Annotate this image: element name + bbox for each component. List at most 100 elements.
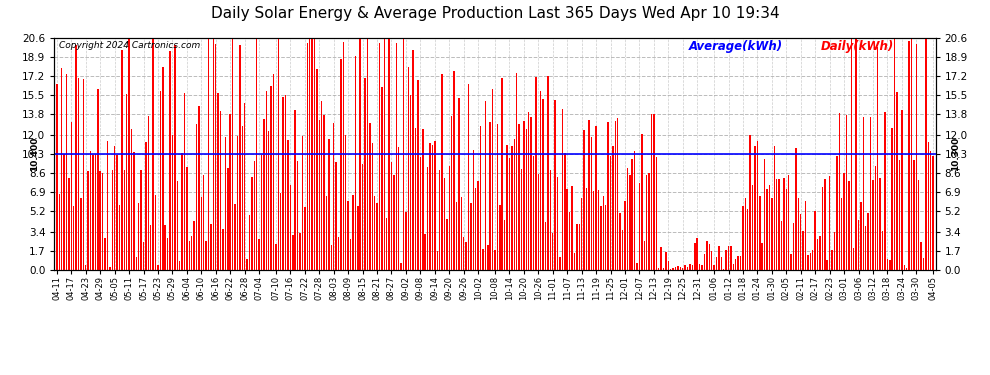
Bar (188, 241, 190, 270)
Bar (90, 152, 91, 270)
Bar (744, 198, 746, 270)
Bar (872, 180, 874, 270)
Bar (536, 77, 537, 270)
Bar (437, 251, 438, 270)
Bar (302, 136, 303, 270)
Bar (677, 266, 679, 270)
Bar (658, 268, 659, 270)
Bar (369, 123, 370, 270)
Bar (502, 78, 503, 270)
Bar (482, 249, 484, 270)
Bar (376, 202, 378, 270)
Bar (70, 122, 72, 270)
Bar (129, 38, 130, 270)
Bar (138, 202, 140, 270)
Bar (193, 221, 195, 270)
Bar (516, 74, 518, 270)
Bar (379, 43, 380, 270)
Bar (672, 268, 674, 270)
Bar (265, 91, 267, 270)
Bar (543, 99, 544, 270)
Bar (396, 43, 397, 270)
Bar (701, 266, 703, 270)
Bar (882, 231, 883, 270)
Bar (210, 224, 212, 270)
Bar (709, 244, 710, 270)
Bar (884, 112, 886, 270)
Bar (157, 264, 158, 270)
Bar (383, 38, 385, 270)
Bar (603, 195, 604, 270)
Bar (788, 175, 789, 270)
Bar (181, 153, 183, 270)
Bar (612, 146, 614, 270)
Bar (126, 94, 128, 270)
Bar (497, 124, 498, 270)
Bar (314, 38, 315, 270)
Bar (511, 146, 513, 270)
Bar (706, 241, 708, 270)
Bar (588, 120, 590, 270)
Bar (839, 114, 840, 270)
Bar (343, 42, 345, 270)
Bar (222, 229, 224, 270)
Bar (865, 225, 866, 270)
Bar (561, 108, 563, 270)
Bar (393, 176, 395, 270)
Bar (591, 137, 592, 270)
Bar (733, 264, 734, 270)
Bar (244, 103, 246, 270)
Bar (169, 51, 170, 270)
Bar (400, 263, 402, 270)
Bar (660, 247, 662, 270)
Bar (549, 170, 551, 270)
Bar (747, 210, 748, 270)
Text: Average(kWh): Average(kWh) (689, 40, 783, 53)
Bar (531, 117, 532, 270)
Bar (670, 269, 671, 270)
Bar (845, 115, 847, 270)
Bar (227, 168, 229, 270)
Bar (410, 95, 412, 270)
Bar (75, 45, 77, 270)
Bar (362, 165, 363, 270)
Text: Copyright 2024 Cartronics.com: Copyright 2024 Cartronics.com (58, 41, 200, 50)
Bar (364, 78, 365, 270)
Bar (768, 185, 770, 270)
Bar (114, 146, 116, 270)
Bar (136, 257, 137, 270)
Bar (386, 218, 387, 270)
Bar (58, 194, 60, 270)
Bar (263, 119, 264, 270)
Bar (201, 197, 202, 270)
Bar (692, 265, 693, 270)
Bar (655, 157, 657, 270)
Bar (911, 38, 912, 270)
Bar (248, 215, 250, 270)
Bar (150, 225, 151, 270)
Bar (316, 69, 318, 270)
Bar (235, 204, 236, 270)
Bar (544, 222, 546, 270)
Bar (109, 267, 111, 270)
Bar (321, 100, 323, 270)
Bar (494, 250, 496, 270)
Bar (159, 90, 161, 270)
Bar (268, 130, 269, 270)
Bar (434, 141, 436, 270)
Bar (176, 180, 178, 270)
Bar (889, 260, 891, 270)
Bar (242, 126, 243, 270)
Bar (514, 138, 515, 270)
Bar (270, 86, 272, 270)
Bar (759, 196, 760, 270)
Bar (213, 38, 214, 270)
Bar (773, 146, 775, 270)
Bar (675, 267, 676, 270)
Bar (921, 242, 922, 270)
Bar (258, 239, 259, 270)
Bar (444, 178, 446, 270)
Bar (901, 110, 903, 270)
Bar (297, 161, 298, 270)
Bar (146, 142, 147, 270)
